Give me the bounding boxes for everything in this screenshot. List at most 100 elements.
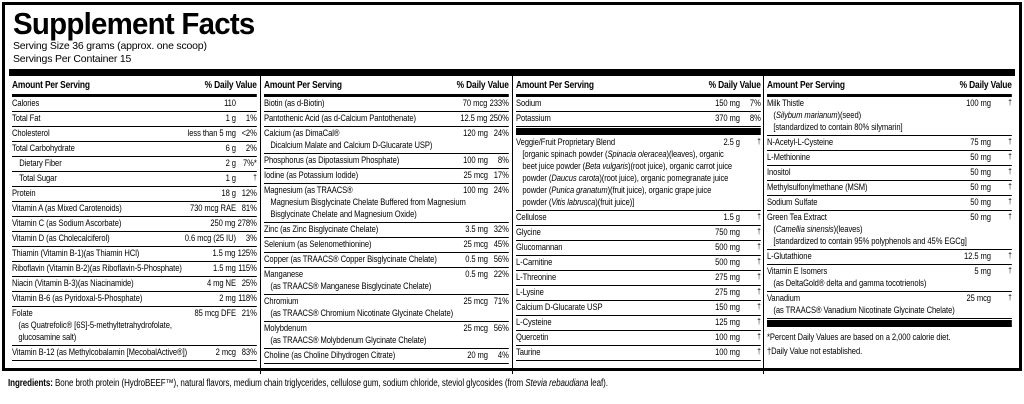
table-row: Molybdenum 25 mcg 56% (as TRAACS® Molybdenu… [263, 322, 509, 349]
nutrient-name: Vitamin D (as Cholecalciferol) [12, 233, 110, 244]
nutrient-amount: less than 5 mg [187, 128, 236, 139]
nutrient-name: Copper (as TRAACS® Copper Bisglycinate C… [263, 254, 437, 265]
nutrient-amount: 2 mcg [215, 347, 236, 358]
table-row-main: L-Cysteine 125 mg † [516, 317, 761, 329]
nutrient-name: Inositol [767, 167, 791, 178]
nutrient-amount: 6 g [225, 143, 236, 154]
column-header-amount: Amount Per Serving [263, 79, 342, 91]
table-row: Manganese 0.5 mg 22% (as TRAACS® Manganese … [263, 268, 509, 295]
table-row: Total Fat 1 g 1% [12, 112, 257, 127]
table-row: Protein 18 g 12% [12, 187, 257, 202]
table-row-main: Vitamin B-12 (as Methylcobalamin [Mecoba… [12, 347, 257, 359]
nutrient-name: Vitamin B-6 (as Pyridoxal-5-Phosphate) [12, 293, 143, 304]
table-row: Vitamin A (as Mixed Carotenoids) 730 mcg … [12, 202, 257, 217]
section-divider [767, 320, 1012, 327]
table-row-main: Methylsulfonylmethane (MSM) 50 mg † [767, 182, 1012, 194]
nutrient-name: Green Tea Extract [767, 212, 828, 223]
nutrient-amount: 4 mg NE [206, 278, 236, 289]
nutrient-daily-value: † [1008, 152, 1013, 161]
nutrient-detail: powder (Daucus carota)(root juice), orga… [521, 173, 728, 184]
nutrient-amount: 50 mg [970, 212, 992, 223]
nutrient-daily-value: 8% [497, 155, 509, 166]
nutrient-amount: 3.5 mg [464, 224, 488, 235]
nutrient-amount: 1 g [225, 113, 236, 124]
nutrient-daily-value: † [756, 272, 761, 281]
table-row-main: Milk Thistle 100 mg † [767, 98, 1012, 110]
nutrient-amount: 50 mg [970, 167, 992, 178]
nutrient-daily-value: † [756, 212, 761, 221]
nutrient-daily-value: † [1008, 293, 1013, 302]
nutrient-amount: 730 mcg RAE [189, 203, 236, 214]
table-row-main: Potassium 370 mg 8% [516, 113, 761, 125]
nutrient-name: Magnesium (as TRAACS® [263, 185, 353, 196]
nutrient-daily-value: † [1008, 197, 1013, 206]
nutrient-detail: (Camellia sinensis)(leaves) [773, 224, 863, 235]
table-row-main: Protein 18 g 12% [12, 188, 257, 200]
nutrient-name: Vitamin A (as Mixed Carotenoids) [12, 203, 122, 214]
nutrient-daily-value: 1% [245, 113, 257, 124]
table-row: Total Sugar 1 g † [12, 172, 257, 187]
table-row: Glycine 750 mg † [515, 226, 760, 241]
table-row-main: Iodine (as Potassium Iodide) 25 mcg 17% [264, 170, 509, 182]
nutrient-amount: 12.5 mg [460, 113, 487, 124]
nutrient-amount: 100 mg [714, 347, 740, 358]
nutrient-amount: 50 mg [970, 152, 992, 163]
table-row-main: Calories 110 [12, 98, 257, 110]
nutrient-name: Calcium (as DimaCal® [263, 128, 340, 139]
footnote-daily-values: *Percent Daily Values are based on a 2,0… [767, 332, 951, 343]
nutrient-detail: (Silybum marianum)(seed) [773, 110, 862, 121]
table-row-main: Total Carbohydrate 6 g 2% [12, 143, 257, 155]
nutrient-name: Total Sugar [19, 173, 57, 184]
nutrient-amount: 2.5 g [722, 137, 740, 148]
nutrient-daily-value: † [756, 137, 761, 146]
nutrient-amount: 12.5 mg [964, 251, 992, 262]
nutrient-daily-value: 22% [493, 269, 509, 280]
table-row: Zinc (as Zinc Bisglycinate Chelate) 3.5 m… [263, 223, 509, 238]
table-row-main: Dietary Fiber 2 g 7%* [12, 158, 257, 170]
nutrient-amount: 5 mg [974, 266, 992, 277]
column-header-amount: Amount Per Serving [767, 79, 846, 91]
nutrient-daily-value: 4% [497, 350, 509, 361]
nutrient-name: L-Methionine [767, 152, 811, 163]
table-row: Folate 85 mcg DFE 21% (as Quatrefolic® [6S]… [12, 307, 257, 346]
nutrient-amount: 25 mcg [463, 170, 488, 181]
table-row: Biotin (as d-Biotin) 70 mcg 233% [263, 97, 509, 112]
nutrient-amount: 1.5 g [722, 212, 740, 223]
nutrient-daily-value: 71% [493, 296, 509, 307]
table-row-main: Sodium Sulfate 50 mg † [767, 197, 1012, 209]
table-row-main: Calcium (as DimaCal® 120 mg 24% [264, 128, 509, 140]
table-row: Choline (as Choline Dihydrogen Citrate) 2… [263, 349, 509, 364]
column-header-daily-value: % Daily Value [204, 79, 257, 91]
nutrient-amount: 100 mg [462, 185, 488, 196]
table-row: Iodine (as Potassium Iodide) 25 mcg 17% [263, 169, 509, 184]
table-row-main: L-Lysine 275 mg † [516, 287, 761, 299]
table-row: Chromium 25 mcg 71% (as TRAACS® Chromium Ni… [263, 295, 509, 322]
nutrient-name: Pantothenic Acid (as d-Calcium Pantothen… [263, 113, 416, 124]
table-row-main: Glucomannan 500 mg † [516, 242, 761, 254]
nutrient-daily-value: 8% [749, 113, 761, 124]
nutrient-detail: (as TRAACS® Chromium Nicotinate Glycinat… [270, 308, 453, 319]
table-row-main: Magnesium (as TRAACS® 100 mg 24% [264, 185, 509, 197]
table-row: Vitamin C (as Sodium Ascorbate) 250 mg 278… [12, 217, 257, 232]
nutrient-daily-value: 24% [493, 128, 509, 139]
nutrient-name: Vitamin C (as Sodium Ascorbate) [12, 218, 122, 229]
nutrient-name: Molybdenum [263, 323, 307, 334]
nutrient-daily-value: 83% [241, 347, 257, 358]
table-row-main: Molybdenum 25 mcg 56% [264, 323, 509, 335]
nutrient-amount: 120 mg [462, 128, 488, 139]
nutrient-name: Veggie/Fruit Proprietary Blend [515, 137, 615, 148]
servings-per-container: Servings Per Container 15 [13, 53, 132, 65]
column-header: Amount Per Serving % Daily Value [263, 76, 509, 97]
nutrient-daily-value: 81% [241, 203, 257, 214]
column-header-daily-value: % Daily Value [456, 79, 509, 91]
section-divider [515, 128, 761, 135]
table-row: Potassium 370 mg 8% [515, 112, 761, 127]
table-row: Calcium D-Glucarate USP 150 mg † [515, 301, 760, 316]
column-header-amount: Amount Per Serving [515, 79, 594, 91]
nutrient-daily-value: † [756, 347, 761, 356]
nutrient-daily-value: 21% [241, 308, 257, 319]
table-row: L-Threonine 275 mg † [515, 271, 761, 286]
nutrient-amount: 275 mg [714, 272, 740, 283]
page-title: Supplement Facts [13, 6, 255, 41]
nutrient-daily-value: † [1008, 182, 1013, 191]
